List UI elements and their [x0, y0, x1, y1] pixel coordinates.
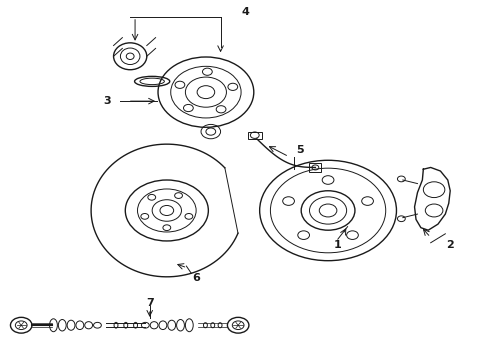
Bar	[248, 132, 262, 139]
Text: 7: 7	[146, 298, 153, 308]
Text: 6: 6	[192, 273, 200, 283]
Text: 4: 4	[241, 7, 249, 17]
Text: 2: 2	[446, 240, 454, 250]
Text: 1: 1	[334, 240, 342, 250]
Text: 3: 3	[103, 96, 111, 106]
Text: 5: 5	[296, 145, 303, 155]
Bar	[310, 163, 321, 172]
